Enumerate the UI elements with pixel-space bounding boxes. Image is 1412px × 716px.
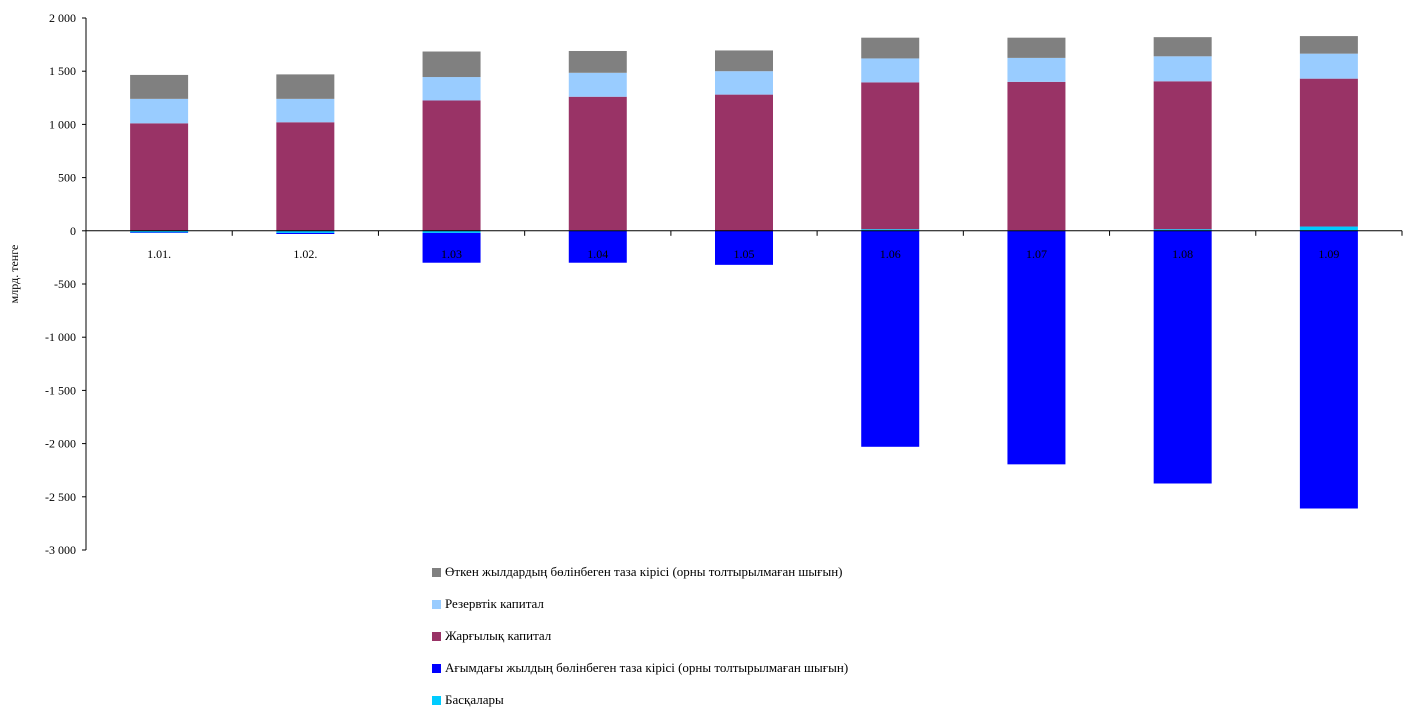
bar-segment — [422, 77, 481, 101]
bar-segment — [1153, 37, 1212, 57]
legend-item-current-year-earnings: Ағымдағы жылдың бөлінбеген таза кірісі (… — [432, 660, 848, 676]
bar-segment — [130, 74, 189, 99]
x-tick-label: 1.03 — [441, 247, 462, 261]
bar-segment — [715, 50, 773, 72]
bar-segment — [1007, 37, 1066, 58]
bar-segment — [1153, 230, 1212, 484]
x-tick-label: 1.06 — [880, 247, 901, 261]
bar-segment — [568, 50, 627, 73]
y-tick-label: 0 — [70, 224, 76, 238]
bar-segment — [715, 71, 773, 95]
legend-swatch — [432, 567, 441, 577]
legend-item-reserve-capital: Резервтік капитал — [432, 596, 544, 612]
bar-segment — [276, 230, 335, 233]
bar-segment — [276, 98, 335, 123]
bar-segment — [130, 123, 189, 231]
y-tick-label: -2 500 — [45, 490, 76, 504]
bar-segment — [1153, 229, 1212, 231]
legend-swatch — [432, 599, 441, 609]
y-tick-label: 500 — [58, 171, 76, 185]
legend-label: Жарғылық капитал — [445, 628, 552, 643]
bar-segment — [422, 100, 481, 231]
legend-item-charter-capital: Жарғылық капитал — [432, 628, 551, 644]
bar-segment — [861, 229, 920, 231]
bar-segment — [1299, 78, 1358, 227]
bar-segment — [1007, 230, 1066, 465]
y-tick-label: -1 000 — [45, 330, 76, 344]
y-tick-label: -500 — [54, 277, 76, 291]
bar-segment — [276, 122, 335, 231]
y-tick-label: -1 500 — [45, 383, 76, 397]
x-tick-label: 1.05 — [734, 247, 755, 261]
legend-swatch — [432, 663, 441, 673]
legend-label: Резервтік капитал — [445, 596, 544, 611]
bar-segment — [1153, 81, 1212, 230]
legend-item-others: Басқалары — [432, 692, 504, 708]
x-tick-label: 1.08 — [1172, 247, 1193, 261]
x-tick-label: 1.07 — [1026, 247, 1047, 261]
bar-segment — [422, 232, 481, 263]
bar-segment — [422, 230, 481, 233]
bar-segment — [861, 58, 920, 83]
x-tick-label: 1.01. — [147, 247, 171, 261]
bar-segment — [1299, 226, 1358, 231]
x-tick-label: 1.02. — [293, 247, 317, 261]
bar-segment — [861, 230, 920, 447]
bar-segment — [1007, 57, 1066, 82]
bar-segment — [1299, 36, 1358, 54]
y-tick-label: 1 500 — [49, 64, 76, 78]
bar-segment — [715, 230, 773, 265]
bar-segment — [130, 232, 189, 233]
bar-segment — [276, 74, 335, 99]
legend-item-retained-earnings-prior: Өткен жылдардың бөлінбеген таза кірісі (… — [432, 564, 843, 580]
bar-segment — [130, 230, 189, 233]
bar-segment — [861, 82, 920, 230]
y-tick-label: -3 000 — [45, 543, 76, 557]
x-tick-label: 1.09 — [1318, 247, 1339, 261]
bar-segment — [1007, 81, 1066, 231]
x-tick-label: 1.04 — [587, 247, 608, 261]
legend-swatch — [432, 695, 441, 705]
bar-segment — [861, 37, 920, 59]
bar-segment — [568, 96, 627, 231]
bar-segment — [568, 230, 627, 263]
legend-label: Ағымдағы жылдың бөлінбеген таза кірісі (… — [445, 660, 849, 675]
bar-segment — [715, 94, 773, 231]
bar-segment — [1299, 230, 1358, 509]
bar-segment — [422, 51, 481, 78]
bar-segment — [568, 72, 627, 97]
bar-segment — [130, 98, 189, 124]
legend-label: Басқалары — [445, 692, 504, 707]
legend-swatch — [432, 631, 441, 641]
y-axis-title: млрд. тенге — [7, 245, 21, 304]
bar-segment — [276, 232, 335, 234]
y-tick-label: 2 000 — [49, 11, 76, 25]
legend-label: Өткен жылдардың бөлінбеген таза кірісі (… — [445, 564, 843, 579]
y-tick-label: 1 000 — [49, 117, 76, 131]
stacked-bar-chart: 2 000 1 500 1 000 500 0 -500 -1 000 -1 500 -2 00… — [7, 11, 1403, 557]
bar-segment — [1153, 56, 1212, 82]
bar-segment — [1299, 53, 1358, 79]
y-tick-label: -2 000 — [45, 437, 76, 451]
